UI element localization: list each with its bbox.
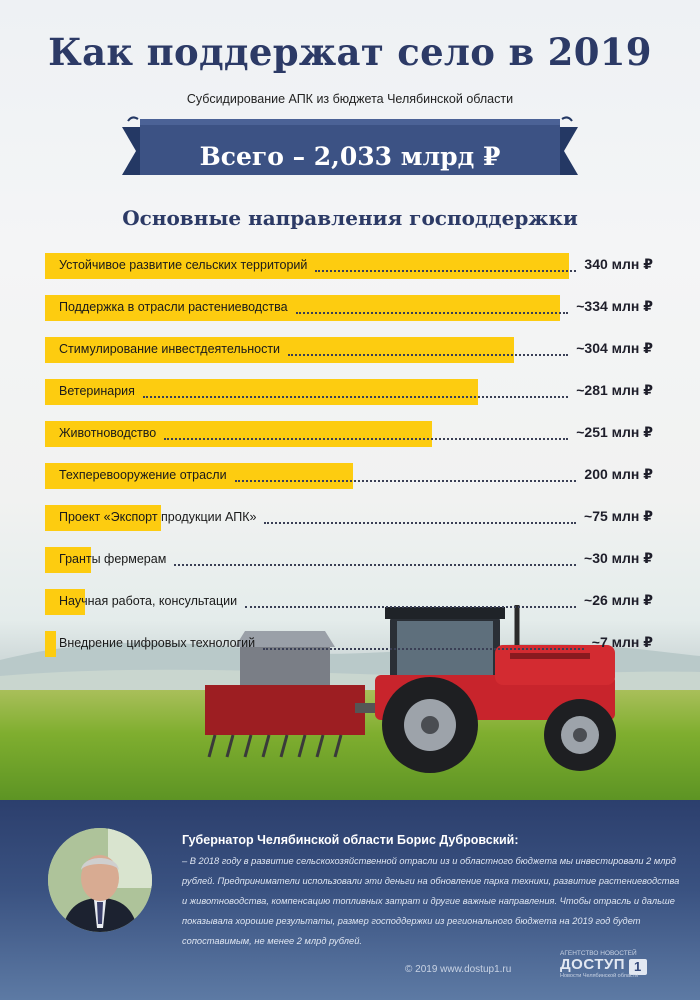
bar	[45, 631, 56, 657]
bar-category-label: Гранты фермерам	[59, 552, 167, 566]
bar-category-label: Техперевооружение отрасли	[59, 468, 227, 482]
bar	[45, 337, 514, 363]
bar-value-label: ~26 млн ₽	[584, 592, 653, 608]
leader-dots	[315, 270, 576, 272]
quote-text: – В 2018 году в развитие сельскохозяйств…	[182, 856, 680, 946]
bar	[45, 379, 479, 405]
bar-value-label: ~251 млн ₽	[576, 424, 653, 440]
bar	[45, 463, 354, 489]
leader-dots	[143, 396, 568, 398]
bar-category-label: Проект «Экспорт продукции АПК»	[59, 510, 257, 524]
bar-value-label: ~30 млн ₽	[584, 550, 653, 566]
bar-chart: Устойчивое развитие сельских территорий 3…	[45, 253, 665, 657]
bar-row: Стимулирование инвестдеятельности ~304 мл…	[45, 337, 665, 363]
total-label: Всего – 2,033 млрд ₽	[199, 141, 501, 171]
bar-value-label: 200 млн ₽	[584, 466, 653, 482]
bar-value-label: 340 млн ₽	[584, 256, 653, 272]
bar-value-label: ~281 млн ₽	[576, 382, 653, 398]
bar-category-label: Животноводство	[59, 426, 157, 440]
leader-dots	[235, 480, 576, 482]
bar	[45, 547, 92, 573]
bar-row: Внедрение цифровых технологий ~7 млн ₽	[45, 631, 665, 657]
leader-dots	[174, 564, 576, 566]
bar-row: Ветеринария ~281 млн ₽	[45, 379, 665, 405]
page-title: Как поддержат село в 2019	[48, 30, 652, 74]
quote-heading: Губернатор Челябинской области Борис Дуб…	[182, 833, 519, 847]
leader-dots	[164, 438, 568, 440]
bar	[45, 421, 432, 447]
bar-value-label: ~304 млн ₽	[576, 340, 653, 356]
bar	[45, 505, 161, 531]
bar	[45, 589, 86, 615]
logo-mark: 1	[629, 959, 647, 975]
bar-row: Проект «Экспорт продукции АПК» ~75 млн ₽	[45, 505, 665, 531]
leader-dots	[245, 606, 576, 608]
bar-category-label: Устойчивое развитие сельских территорий	[59, 258, 308, 272]
bar-category-label: Ветеринария	[59, 384, 135, 398]
leader-dots	[263, 648, 584, 650]
leader-dots	[296, 312, 568, 314]
bar-row: Животноводство ~251 млн ₽	[45, 421, 665, 447]
bar-category-label: Научная работа, консультации	[59, 594, 238, 608]
bar-value-label: ~334 млн ₽	[576, 298, 653, 314]
logo-caption-bottom: Новости Челябинской области	[560, 973, 639, 979]
leader-dots	[288, 354, 568, 356]
bar-value-label: ~75 млн ₽	[584, 508, 653, 524]
leader-dots	[264, 522, 576, 524]
page-subtitle: Субсидирование АПК из бюджета Челябинско…	[186, 92, 514, 106]
governor-photo	[48, 828, 152, 932]
bar-category-label: Поддержка в отрасли растениеводства	[59, 300, 288, 314]
agency-logo[interactable]: АГЕНТСТВО НОВОСТЕЙ ДОСТУП 1 Новости Челя…	[560, 950, 660, 980]
bar-row: Техперевооружение отрасли 200 млн ₽	[45, 463, 665, 489]
bar	[45, 253, 569, 279]
logo-caption-top: АГЕНТСТВО НОВОСТЕЙ	[560, 950, 637, 957]
logo-mark-number: 1	[634, 959, 642, 974]
logo-name: ДОСТУП	[560, 956, 626, 973]
bar-row: Научная работа, консультации ~26 млн ₽	[45, 589, 665, 615]
total-ribbon	[122, 116, 578, 175]
bar	[45, 295, 560, 321]
tractor-image	[205, 605, 616, 773]
bar-category-label: Внедрение цифровых технологий	[59, 636, 256, 650]
section-title: Основные направления господдержки	[122, 206, 578, 230]
bar-category-label: Стимулирование инвестдеятельности	[59, 342, 281, 356]
bar-row: Гранты фермерам ~30 млн ₽	[45, 547, 665, 573]
bar-row: Устойчивое развитие сельских территорий 3…	[45, 253, 665, 279]
copyright-text: © 2019 www.dostup1.ru	[405, 964, 512, 975]
bar-value-label: ~7 млн ₽	[591, 634, 653, 650]
bar-row: Поддержка в отрасли растениеводства ~334 …	[45, 295, 665, 321]
